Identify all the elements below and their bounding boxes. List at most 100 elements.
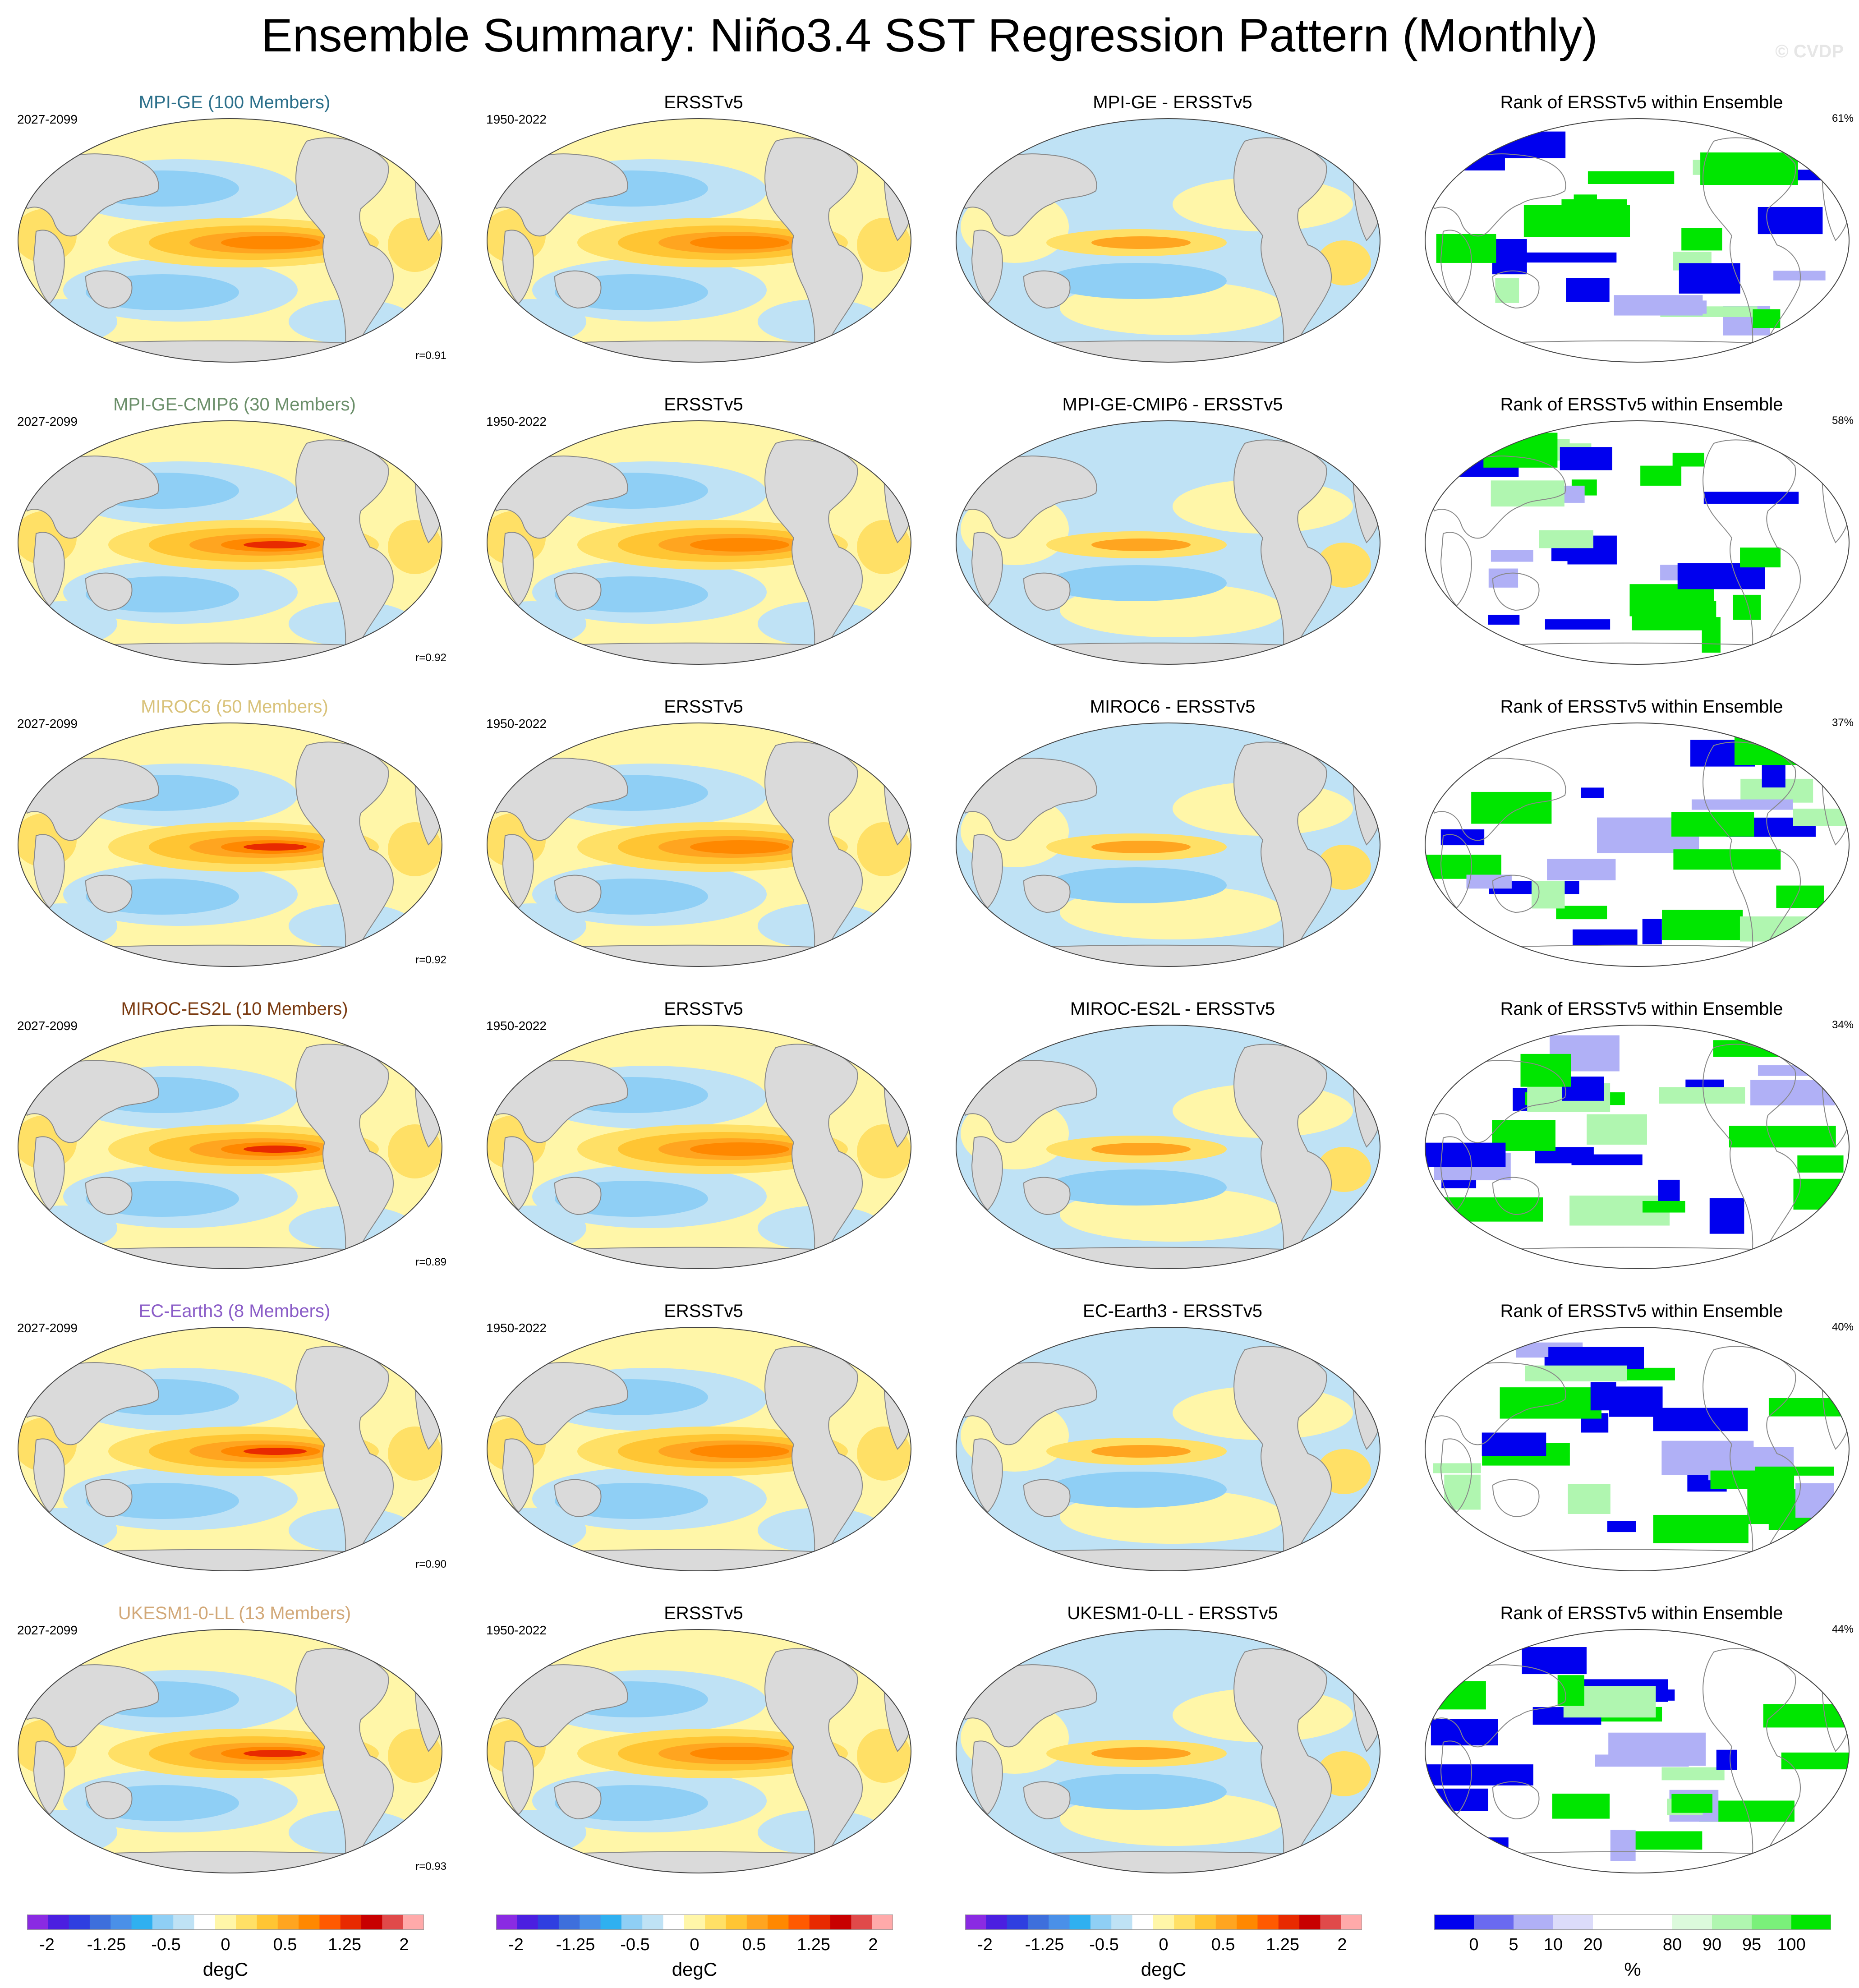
obs-panel-3: ERSSTv5 1950-2022 bbox=[478, 697, 929, 985]
rank-panel-5: Rank of ERSSTv5 within Ensemble 40% bbox=[1416, 1301, 1859, 1590]
colorbar-tick-label: 100 bbox=[1777, 1935, 1806, 1954]
colorbar-swatch bbox=[1195, 1914, 1216, 1930]
obs-title: ERSSTv5 bbox=[664, 1301, 743, 1321]
colorbar-swatch bbox=[1553, 1914, 1593, 1930]
colorbar-unit: degC bbox=[672, 1959, 718, 1980]
colorbar-swatch bbox=[1069, 1914, 1091, 1930]
obs-panel-5: ERSSTv5 1950-2022 bbox=[478, 1301, 929, 1590]
colorbar-swatch bbox=[173, 1914, 195, 1930]
diff-panel-1: MPI-GE - ERSSTv5 bbox=[947, 92, 1398, 381]
diff-title: MPI-GE - ERSSTv5 bbox=[1093, 92, 1252, 112]
colorbar-swatch bbox=[27, 1914, 48, 1930]
model-panel-2: MPI-GE-CMIP6 (30 Members) 2027-2099 r=0.92 bbox=[9, 395, 460, 683]
model-panel-3: MIROC6 (50 Members) 2027-2099 r=0.92 bbox=[9, 697, 460, 985]
colorbar-swatch bbox=[403, 1914, 424, 1930]
model-title: MPI-GE (100 Members) bbox=[138, 92, 331, 112]
rank-title: Rank of ERSSTv5 within Ensemble bbox=[1500, 697, 1783, 717]
period-label: 1950-2022 bbox=[486, 414, 547, 428]
colorbar-swatch bbox=[496, 1914, 517, 1930]
colorbar-swatch bbox=[1514, 1914, 1554, 1930]
colorbar-tick-label: 90 bbox=[1702, 1935, 1722, 1954]
global-map bbox=[18, 1025, 442, 1269]
diff-panel-6: UKESM1-0-LL - ERSSTv5 bbox=[947, 1603, 1398, 1892]
colorbar-sst-2: -2 -1.25 -0.5 0 0.5 1.25 2 degC bbox=[496, 1914, 893, 1982]
colorbar-swatch bbox=[48, 1914, 69, 1930]
colorbar-tick-label: 2 bbox=[868, 1935, 878, 1954]
obs-title: ERSSTv5 bbox=[664, 395, 743, 414]
colorbar-swatch bbox=[382, 1914, 404, 1930]
colorbar-swatch bbox=[642, 1914, 664, 1930]
colorbar-swatch bbox=[621, 1914, 643, 1930]
colorbar-swatch bbox=[558, 1914, 580, 1930]
colorbar-strip bbox=[496, 1914, 893, 1930]
period-label: 2027-2099 bbox=[17, 1321, 78, 1335]
rank-panel-3: Rank of ERSSTv5 within Ensemble 37% bbox=[1416, 697, 1859, 985]
global-map bbox=[487, 1025, 911, 1269]
rank-title: Rank of ERSSTv5 within Ensemble bbox=[1500, 1603, 1783, 1623]
global-map bbox=[18, 1629, 442, 1873]
colorbar-swatch bbox=[1320, 1914, 1342, 1930]
colorbar-tick-label: -0.5 bbox=[620, 1935, 650, 1954]
period-label: 2027-2099 bbox=[17, 112, 78, 126]
rank-percent: 58% bbox=[1831, 414, 1854, 427]
colorbar-swatch bbox=[1049, 1914, 1070, 1930]
period-label: 1950-2022 bbox=[486, 1623, 547, 1637]
colorbar-swatch bbox=[1132, 1914, 1154, 1930]
model-title: MIROC-ES2L (10 Members) bbox=[121, 999, 348, 1019]
colorbar-swatch bbox=[580, 1914, 601, 1930]
diff-panel-2: MPI-GE-CMIP6 - ERSSTv5 bbox=[947, 395, 1398, 683]
colorbar-swatch bbox=[1474, 1914, 1514, 1930]
obs-title: ERSSTv5 bbox=[664, 92, 743, 112]
rank-title: Rank of ERSSTv5 within Ensemble bbox=[1500, 999, 1783, 1019]
global-map bbox=[487, 1629, 911, 1873]
pattern-correlation: r=0.90 bbox=[415, 1558, 446, 1570]
colorbar-swatch bbox=[340, 1914, 362, 1930]
rank-percent: 37% bbox=[1831, 717, 1854, 729]
colorbar-swatch bbox=[361, 1914, 382, 1930]
rank-panel-1: Rank of ERSSTv5 within Ensemble 61% bbox=[1416, 92, 1859, 381]
diff-title: UKESM1-0-LL - ERSSTv5 bbox=[1067, 1603, 1278, 1623]
period-label: 2027-2099 bbox=[17, 1623, 78, 1637]
diff-title: MIROC-ES2L - ERSSTv5 bbox=[1070, 999, 1275, 1019]
global-map bbox=[18, 118, 442, 363]
model-title: MIROC6 (50 Members) bbox=[141, 697, 328, 717]
period-label: 1950-2022 bbox=[486, 112, 547, 126]
colorbar-swatch bbox=[746, 1914, 768, 1930]
colorbar-sst-1: -2 -1.25 -0.5 0 0.5 1.25 2 degC bbox=[27, 1914, 424, 1982]
global-map bbox=[1425, 118, 1850, 363]
colorbar-swatch bbox=[277, 1914, 299, 1930]
colorbar-swatch bbox=[1237, 1914, 1258, 1930]
colorbar-swatch bbox=[69, 1914, 90, 1930]
global-map bbox=[487, 118, 911, 363]
colorbar-swatch bbox=[1111, 1914, 1133, 1930]
colorbar-swatch bbox=[851, 1914, 873, 1930]
colorbar-swatch bbox=[830, 1914, 851, 1930]
rank-percent: 40% bbox=[1831, 1321, 1854, 1333]
model-panel-6: UKESM1-0-LL (13 Members) 2027-2099 r=0.93 bbox=[9, 1603, 460, 1892]
colorbar-swatch bbox=[1672, 1914, 1712, 1930]
colorbar-swatch bbox=[872, 1914, 893, 1930]
pattern-correlation: r=0.91 bbox=[415, 350, 446, 362]
colorbar-swatch bbox=[965, 1914, 986, 1930]
colorbar-swatch bbox=[1299, 1914, 1321, 1930]
period-label: 1950-2022 bbox=[486, 717, 547, 731]
global-map bbox=[956, 1025, 1380, 1269]
model-panel-5: EC-Earth3 (8 Members) 2027-2099 r=0.90 bbox=[9, 1301, 460, 1590]
pattern-correlation: r=0.93 bbox=[415, 1860, 446, 1873]
colorbar-swatch bbox=[1007, 1914, 1028, 1930]
colorbar-tick-label: -0.5 bbox=[1089, 1935, 1119, 1954]
colorbar-tick-label: 2 bbox=[399, 1935, 409, 1954]
global-map bbox=[18, 1327, 442, 1571]
colorbar-tick-label: -1.25 bbox=[556, 1935, 595, 1954]
pattern-correlation: r=0.92 bbox=[415, 954, 446, 966]
colorbar-tick-label: 0 bbox=[1159, 1935, 1169, 1954]
colorbar-swatch bbox=[1712, 1914, 1752, 1930]
colorbar-swatch bbox=[538, 1914, 559, 1930]
period-label: 1950-2022 bbox=[486, 1321, 547, 1335]
global-map bbox=[1425, 1025, 1850, 1269]
obs-title: ERSSTv5 bbox=[664, 697, 743, 717]
watermark: © CVDP bbox=[1775, 41, 1844, 61]
global-map bbox=[1425, 722, 1850, 967]
period-label: 2027-2099 bbox=[17, 717, 78, 731]
rank-title: Rank of ERSSTv5 within Ensemble bbox=[1500, 395, 1783, 414]
